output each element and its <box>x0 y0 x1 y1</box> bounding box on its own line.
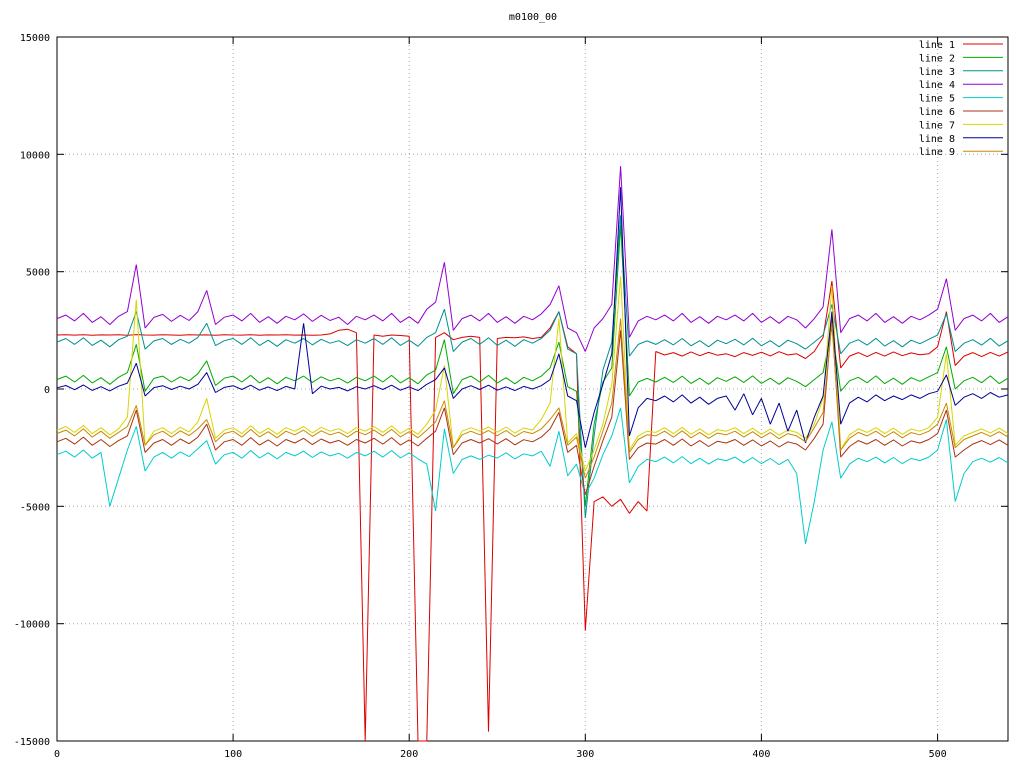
legend-label: line 8 <box>919 134 955 145</box>
series-line-4 <box>56 166 1009 352</box>
legend-label: line 7 <box>919 120 955 131</box>
x-tick-label: 100 <box>224 749 242 760</box>
series-line-3 <box>56 215 1009 519</box>
x-tick-label: 200 <box>400 749 418 760</box>
legend-label: line 6 <box>919 107 955 118</box>
legend-label: line 1 <box>919 40 955 51</box>
series-line-2 <box>56 224 1009 507</box>
x-tick-label: 300 <box>576 749 594 760</box>
x-tick-label: 0 <box>54 749 60 760</box>
y-tick-label: 10000 <box>20 150 50 161</box>
x-tick-label: 400 <box>752 749 770 760</box>
y-tick-label: 0 <box>44 385 50 396</box>
series-line-8 <box>56 187 1009 448</box>
y-tick-label: 15000 <box>20 33 50 44</box>
series-line-7 <box>56 276 1009 472</box>
legend-label: line 5 <box>919 94 955 105</box>
x-tick-label: 500 <box>929 749 947 760</box>
legend-label: line 4 <box>919 80 955 91</box>
y-tick-label: -10000 <box>14 620 50 631</box>
series-line-6 <box>56 318 1009 495</box>
legend-label: line 9 <box>919 147 955 158</box>
series-line-5 <box>56 407 1009 545</box>
y-tick-label: 5000 <box>26 268 50 279</box>
legend-label: line 2 <box>919 53 955 64</box>
y-tick-label: -15000 <box>14 737 50 748</box>
legend-label: line 3 <box>919 67 955 78</box>
chart-title: m0100_00 <box>509 12 557 23</box>
series-line-1 <box>56 281 1009 742</box>
series-line-9 <box>56 318 1009 479</box>
y-tick-label: -5000 <box>20 502 50 513</box>
